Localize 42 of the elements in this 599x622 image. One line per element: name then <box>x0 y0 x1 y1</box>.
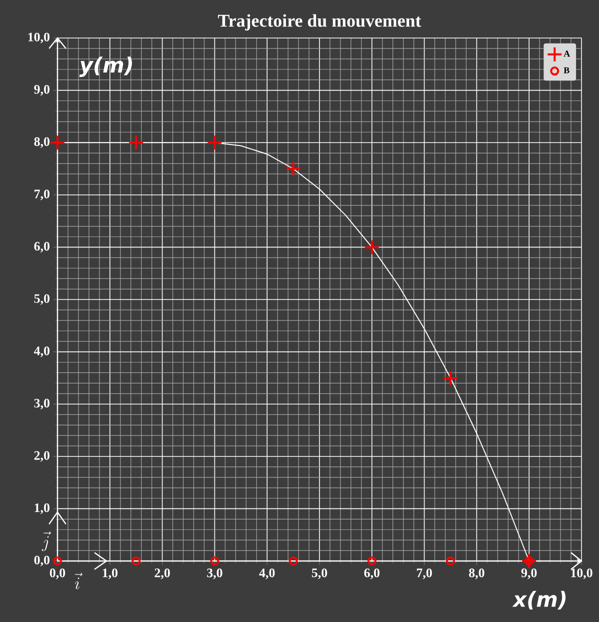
y-tick-label: 2,0 <box>34 451 50 462</box>
point <box>446 556 455 566</box>
legend-label: B <box>564 67 570 74</box>
x-tick-label: 4,0 <box>258 568 274 580</box>
point <box>285 160 302 177</box>
y-tick-label: 7,0 <box>34 190 50 200</box>
text: $\vec{j}$ <box>42 531 51 552</box>
point <box>442 370 458 386</box>
x-tick-label: 8,0 <box>468 568 484 580</box>
x-tick-label: 6,0 <box>364 568 380 580</box>
y-tick-label: 5,0 <box>34 294 50 305</box>
point <box>367 556 376 566</box>
point <box>131 556 140 566</box>
legend-label: A <box>563 50 570 57</box>
point <box>52 556 62 566</box>
y-tick-label: 0,0 <box>34 556 50 566</box>
point <box>524 556 534 566</box>
y-tick-label: 9,0 <box>34 84 50 96</box>
text: $\vec{i}$ <box>74 572 82 590</box>
point <box>288 556 298 566</box>
y-tick-label: 3,0 <box>34 398 50 410</box>
point <box>49 134 66 151</box>
y-tick-label: 4,0 <box>34 346 50 358</box>
x-tick-label: 1,0 <box>102 568 118 580</box>
y-tick-label: 6,0 <box>34 242 50 253</box>
x-axis-title: x(m) <box>512 590 566 610</box>
x-tick-label: 3,0 <box>206 568 222 580</box>
y-tick-label: 8,0 <box>34 137 50 148</box>
x-tick-label: 5,0 <box>312 568 327 580</box>
x-tick-label: 7,0 <box>416 568 432 580</box>
point <box>210 556 219 566</box>
x-tick-label: 0,0 <box>50 568 65 580</box>
y-tick-label: 10,0 <box>28 32 50 44</box>
point <box>364 239 380 256</box>
point <box>128 134 144 151</box>
y-tick-label: 1,0 <box>34 503 50 514</box>
x-tick-label: 9,0 <box>521 568 536 580</box>
x-tick-label: 10,0 <box>570 568 592 580</box>
chart-title: Trajectoire du mouvement <box>218 14 421 30</box>
point <box>206 134 222 151</box>
point <box>520 553 537 569</box>
x-tick-label: 2,0 <box>154 568 170 580</box>
